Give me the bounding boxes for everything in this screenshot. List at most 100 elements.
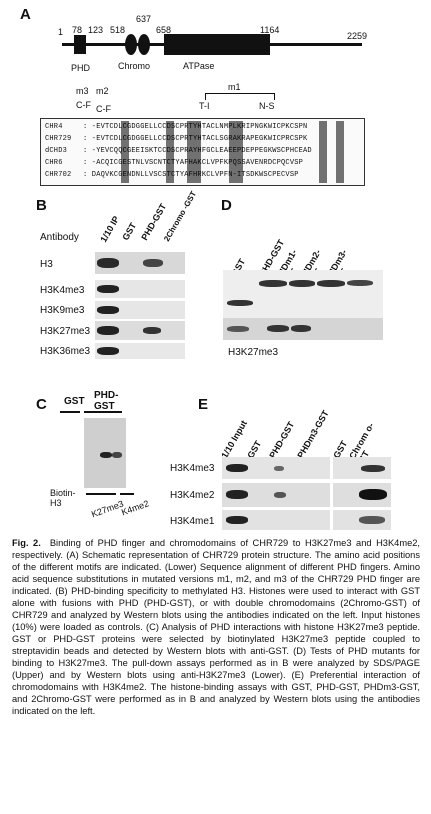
panel-c-label: C [36, 396, 47, 413]
mut-m3: m3 [76, 86, 89, 96]
biotin-h3-label: Biotin- H3 [50, 488, 76, 508]
conserved-column [319, 121, 327, 183]
blot-c [84, 418, 126, 488]
band [361, 465, 385, 472]
antibody-header: Antibody [40, 232, 79, 243]
row-e-h3k4me1: H3K4me1 [170, 516, 215, 527]
row-e-h3k4me2: H3K4me2 [170, 490, 215, 501]
chromo-domain-2 [138, 34, 150, 55]
band [274, 466, 284, 471]
blot-e-h3k4me2-right [333, 483, 391, 507]
gel-d [223, 270, 383, 318]
mut-m2: m2 [96, 86, 109, 96]
alignment-row: dCHD3: -YEVCQQCGEEISKTCCDSCPRAYHFGCLEAEE… [45, 147, 312, 155]
pos-658: 658 [156, 25, 172, 35]
mut-cf-2: C-F [96, 104, 111, 114]
blot-b-h3 [95, 252, 185, 274]
pos-1: 1 [58, 27, 64, 37]
pos-123: 123 [88, 25, 104, 35]
panel-d-label: D [221, 197, 232, 214]
blot-b-h3k4me3 [95, 280, 185, 298]
row-b-h3: H3 [40, 259, 53, 270]
band [227, 326, 249, 332]
row-b-h3k4me3: H3K4me3 [40, 285, 85, 296]
blot-e-h3k4me3-right [333, 457, 391, 479]
chromo-domain-1 [125, 34, 137, 55]
band [97, 285, 119, 293]
peptide-k4me2: K4me2 [120, 498, 151, 518]
mut-ns: N-S [259, 101, 275, 111]
band [97, 258, 119, 268]
band [143, 259, 163, 267]
blot-e-h3k4me3-left [222, 457, 330, 479]
blot-b-h3k36me3 [95, 343, 185, 359]
blot-d [223, 318, 383, 340]
caption-text: Binding of PHD finger and chromodomains … [12, 538, 420, 716]
pos-637: 637 [136, 14, 152, 24]
band [226, 516, 248, 524]
lane-c-gst: GST [64, 396, 85, 407]
conserved-column [166, 121, 174, 183]
atpase-label: ATPase [183, 61, 215, 71]
figure-number: Fig. 2. [12, 538, 41, 548]
row-b-h3k9me3: H3K9me3 [40, 305, 85, 316]
lane-e-phdm3: PHDm3-GST [295, 408, 331, 460]
lane-b-2chromo: 2Chromo -GST [162, 189, 199, 243]
mut-ti: T-I [199, 101, 210, 111]
blot-e-h3k4me1-left [222, 510, 330, 530]
band [291, 325, 311, 332]
mut-cf-1: C-F [76, 100, 91, 110]
alignment-box: CHR4: -EVTCDLCGDGGELLCCDSCPRTYHTACLNMPLK… [40, 118, 365, 186]
blot-b-h3k9me3 [95, 301, 185, 319]
band [97, 347, 119, 355]
pos-1164: 1164 [260, 25, 280, 35]
band [226, 490, 248, 499]
band [226, 464, 248, 472]
alignment-row: CHR6: -ACQICGESTNLVSCNTCTYAFHAKCLVPFKPQS… [45, 159, 303, 167]
band [112, 452, 122, 458]
lane-b-input: 1/10 IP [98, 214, 122, 244]
alignment-row: CHR4: -EVTCDLCGDGGELLCCDSCPRTYHTACLNMPLK… [45, 123, 307, 131]
lane-c-phd-gst: PHD- GST [94, 390, 119, 412]
lane-bar [60, 411, 80, 413]
blot-b-h3k27me3 [95, 321, 185, 340]
chromo-label: Chromo [118, 61, 151, 71]
row-e-h3k4me3: H3K4me3 [170, 463, 215, 474]
conserved-column [187, 121, 201, 183]
panel-b-label: B [36, 197, 47, 214]
band [317, 280, 345, 287]
band [97, 326, 119, 335]
band [289, 280, 315, 287]
pos-2259: 2259 [347, 31, 368, 41]
pos-78: 78 [72, 25, 83, 35]
protein-schematic: 1 78 123 637 518 658 1164 2259 PHD Chrom… [52, 14, 372, 88]
band [143, 327, 161, 334]
conserved-column [121, 121, 129, 183]
panel-a-label: A [20, 6, 31, 23]
m1-bracket [205, 93, 275, 100]
row-b-h3k27me3: H3K27me3 [40, 326, 91, 337]
peptide-bar [120, 493, 134, 495]
atpase-domain-box [164, 34, 270, 55]
blot-e-h3k4me2-left [222, 483, 330, 507]
blot-e-h3k4me1-right [333, 510, 391, 530]
conserved-column [229, 121, 243, 183]
pos-518: 518 [110, 25, 126, 35]
mut-m1: m1 [228, 82, 241, 92]
band [274, 492, 286, 498]
band [359, 516, 385, 524]
band [100, 452, 112, 458]
band [259, 280, 287, 287]
d-antibody-label: H3K27me3 [228, 347, 279, 358]
peptide-bar [86, 493, 116, 495]
lane-b-gst: GST [120, 220, 139, 242]
phd-domain-box [74, 35, 86, 54]
panel-e-label: E [198, 396, 209, 413]
phd-label: PHD [71, 63, 91, 73]
band [347, 280, 373, 286]
lane-e-phd-gst: PHD-GST [267, 419, 297, 460]
alignment-row: CHR729: -EVTCDLCGDGGELLCCDSCPRTYHTACLSGR… [45, 135, 307, 143]
band [227, 300, 253, 306]
band [97, 306, 119, 314]
conserved-column [336, 121, 344, 183]
